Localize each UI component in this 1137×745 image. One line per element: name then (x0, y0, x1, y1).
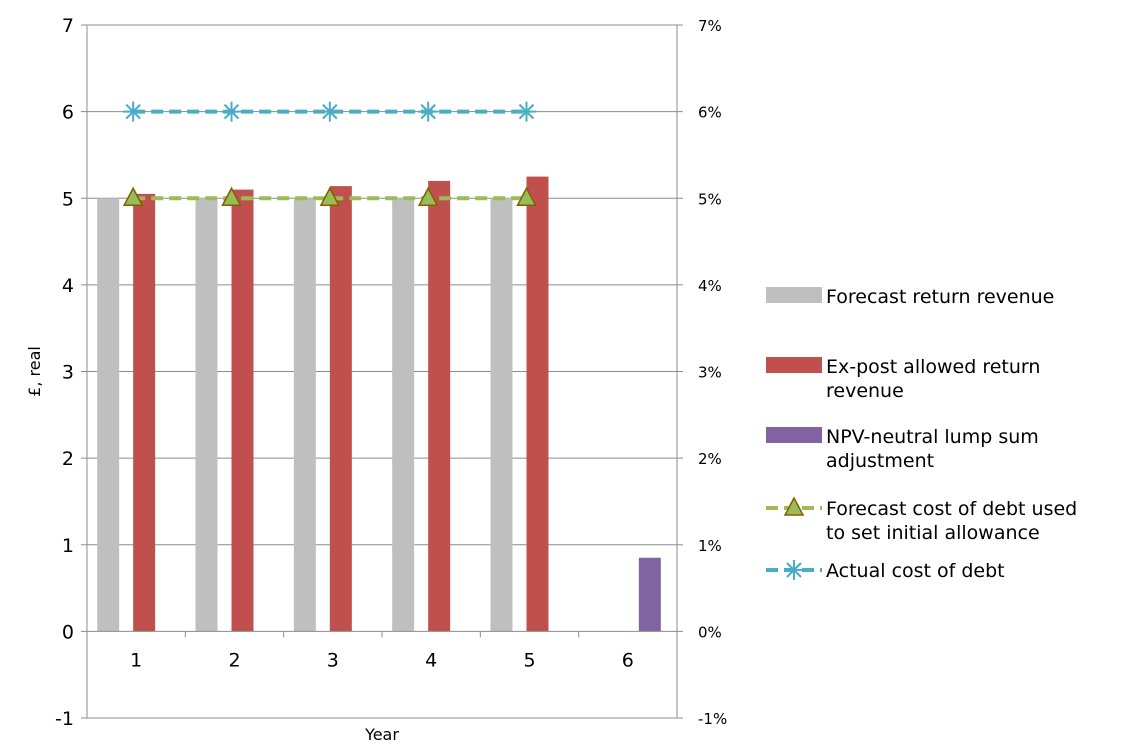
x-tick-label: 5 (523, 649, 535, 671)
legend-swatch (766, 427, 822, 443)
y-tick-label: 7 (62, 15, 74, 37)
y-tick-label: 4 (62, 275, 74, 297)
forecast-cost-of-debt-marker (122, 186, 144, 206)
actual-cost-of-debt-marker (418, 101, 439, 122)
bar-ex-post (231, 189, 254, 632)
y2-tick-label: 6% (698, 104, 722, 122)
y2-tick-label: -1% (698, 710, 727, 728)
actual-cost-of-debt-marker (516, 101, 537, 122)
bar-forecast (97, 198, 120, 632)
legend-marker (784, 560, 804, 580)
bar-forecast (392, 198, 415, 632)
y2-tick-label: 1% (698, 537, 722, 555)
forecast-cost-of-debt-marker (417, 186, 439, 206)
forecast-cost-of-debt-marker (516, 186, 537, 206)
legend-swatch (766, 287, 822, 303)
y-tick-label: -1 (55, 708, 74, 730)
y2-tick-label: 5% (698, 190, 722, 208)
y2-tick-label: 0% (698, 623, 722, 641)
actual-cost-of-debt-marker (221, 101, 242, 122)
y-tick-label: 5 (62, 188, 74, 210)
y-tick-label: 2 (62, 448, 74, 470)
legend-label: Actual cost of debt (826, 560, 1005, 582)
x-tick-label: 1 (130, 649, 142, 671)
x-tick-label: 3 (327, 649, 339, 671)
x-tick-label: 6 (622, 649, 634, 671)
legend-marker (783, 496, 805, 516)
x-tick-label: 4 (425, 649, 437, 671)
x-tick-label: 2 (228, 649, 240, 671)
x-axis-title: Year (364, 725, 399, 744)
actual-cost-of-debt-marker (123, 101, 144, 122)
bar-ex-post (329, 186, 352, 632)
y2-tick-label: 7% (698, 17, 722, 35)
y2-tick-label: 4% (698, 277, 722, 295)
y-axis-title: £, real (25, 346, 44, 397)
bar-npv-adjustment (638, 557, 661, 632)
bar-ex-post (526, 176, 549, 632)
legend-label: to set initial allowance (826, 522, 1040, 544)
legend-label: NPV-neutral lump sum (826, 426, 1039, 448)
forecast-cost-of-debt-marker (319, 186, 341, 206)
actual-cost-of-debt-marker (319, 101, 340, 122)
legend-label: adjustment (826, 450, 934, 472)
forecast-cost-of-debt-marker (221, 186, 242, 206)
legend-swatch (766, 357, 822, 373)
y-tick-label: 1 (62, 535, 74, 557)
bar-forecast (195, 198, 218, 632)
bar-ex-post (428, 180, 451, 632)
legend-label: Forecast cost of debt used (826, 498, 1077, 520)
bar-ex-post (133, 193, 156, 632)
y-tick-label: 3 (62, 362, 74, 384)
legend-label: Forecast return revenue (826, 286, 1054, 308)
y-tick-label: 6 (62, 102, 74, 124)
legend-label: revenue (826, 380, 904, 402)
legend-label: Ex-post allowed return (826, 356, 1040, 378)
y2-tick-label: 3% (698, 364, 722, 382)
bar-forecast (293, 198, 316, 632)
y2-tick-label: 2% (698, 450, 722, 468)
y-tick-label: 0 (62, 621, 74, 643)
bar-forecast (490, 198, 513, 632)
